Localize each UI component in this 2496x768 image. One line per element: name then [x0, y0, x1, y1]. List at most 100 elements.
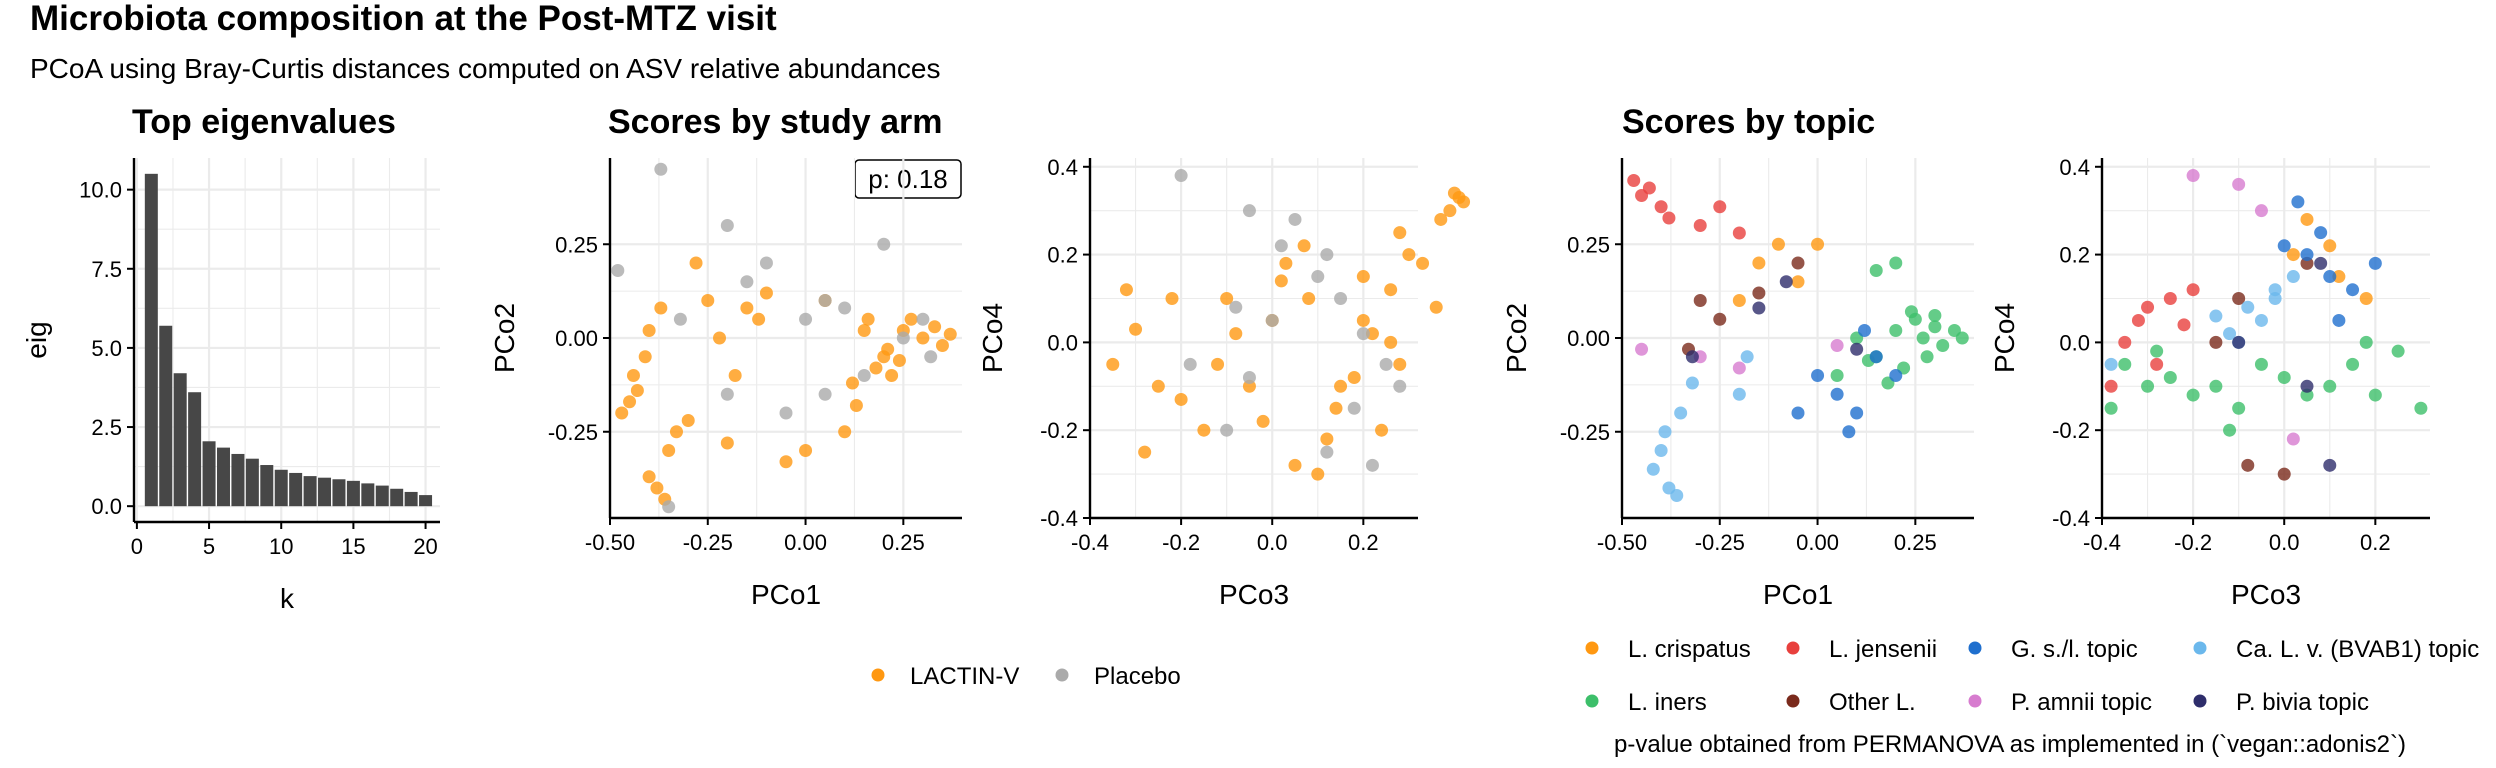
topic-point	[1685, 376, 1699, 390]
topic-point	[2186, 283, 2200, 297]
topic-point	[1752, 256, 1766, 270]
topic-point	[1889, 369, 1903, 382]
topic-point	[2254, 357, 2268, 371]
arm-point	[638, 350, 652, 364]
topic-point	[1791, 256, 1805, 270]
arm-point	[1347, 371, 1361, 385]
topic-legend-key	[2193, 694, 2207, 708]
topic-point	[1662, 211, 1676, 225]
topic-point	[2150, 344, 2164, 358]
arm-point	[1320, 445, 1334, 459]
topic-point	[2268, 283, 2282, 297]
topic-p2-y-tick-label: 0.0	[2059, 330, 2090, 355]
arm-point	[1416, 256, 1430, 270]
topic-point	[1740, 350, 1754, 364]
arm-point	[662, 444, 676, 457]
topic-point	[2254, 204, 2268, 218]
topic-point	[2346, 357, 2360, 371]
arm-point	[1384, 283, 1398, 297]
arm-p1-x-tick-label: -0.50	[585, 530, 635, 555]
arm-point	[713, 331, 727, 345]
arm-point	[818, 294, 832, 307]
arm-panel-title: Scores by study arm	[608, 103, 942, 141]
arm-point	[752, 312, 766, 326]
topic-p2-x-axis-label: PCo3	[2231, 579, 2301, 610]
topic-point	[1869, 350, 1883, 364]
topic-point	[1889, 256, 1903, 270]
topic-point	[2314, 256, 2328, 270]
eig-bar	[260, 465, 274, 507]
arm-point	[701, 294, 715, 307]
topic-point	[2291, 195, 2305, 209]
topic-p1-y-tick-label: -0.25	[1560, 420, 1610, 445]
arm-point	[1151, 379, 1165, 393]
topic-p2-x-tick-label: -0.2	[2174, 530, 2212, 555]
topic-point	[2223, 327, 2237, 341]
eig-bar	[173, 373, 187, 507]
arm-p2-x-axis-label: PCo3	[1219, 579, 1289, 610]
topic-point	[2104, 357, 2118, 371]
eig-y-tick-label: 2.5	[91, 415, 122, 440]
arm-point	[1274, 274, 1288, 288]
figure-title: Microbiota composition at the Post-MTZ v…	[30, 0, 777, 38]
arm-point	[1174, 169, 1188, 183]
topic-point	[1850, 406, 1864, 420]
topic-point	[1732, 226, 1746, 240]
topic-p2-y-axis-label: PCo4	[1989, 303, 2020, 373]
topic-point	[2277, 239, 2291, 253]
arm-point	[1106, 357, 1120, 371]
arm-point	[1138, 445, 1152, 459]
arm-point	[779, 406, 793, 420]
arm-point	[1297, 239, 1311, 253]
arm-point	[916, 331, 930, 345]
arm-point	[1211, 357, 1225, 371]
topic-point	[2118, 335, 2132, 349]
topic-point	[2209, 379, 2223, 393]
arm-point	[1356, 313, 1370, 327]
topic-p1-x-tick-label: 0.25	[1894, 530, 1937, 555]
topic-point	[1830, 369, 1844, 382]
topic-point	[1635, 342, 1649, 356]
arm-p2-x-tick-label: 0.2	[1348, 530, 1379, 555]
arm-p1-y-axis-label: PCo2	[489, 303, 520, 373]
topic-point	[2186, 388, 2200, 402]
eig-bar	[419, 495, 433, 507]
arm-point	[845, 376, 859, 390]
arm-legend-label: LACTIN-V	[910, 663, 1019, 690]
arm-point	[662, 500, 676, 514]
arm-p1-x-tick-label: -0.25	[683, 530, 733, 555]
arm-point	[779, 455, 793, 469]
arm-point	[1334, 291, 1348, 305]
arm-p2-y-tick-label: -0.2	[1040, 418, 1078, 443]
arm-point	[1365, 327, 1379, 341]
topic-point	[2209, 309, 2223, 323]
topic-point	[2141, 379, 2155, 393]
topic-point	[1904, 305, 1918, 319]
arm-point	[1429, 300, 1443, 314]
topic-legend-key	[1968, 694, 1982, 708]
topic-legend-key	[1585, 694, 1599, 708]
arm-point	[924, 350, 938, 364]
arm-point	[1220, 423, 1234, 437]
topic-point	[2323, 239, 2337, 253]
arm-point	[630, 384, 644, 397]
arm-point	[1393, 379, 1407, 393]
figure-subtitle: PCoA using Bray-Curtis distances compute…	[30, 53, 941, 84]
topic-point	[2391, 344, 2405, 358]
topic-p2-x-tick-label: -0.4	[2083, 530, 2121, 555]
arm-point	[1288, 212, 1302, 226]
arm-p1-x-tick-label: 0.25	[882, 530, 925, 555]
topic-point	[1842, 425, 1856, 439]
footnote: p-value obtained from PERMANOVA as imple…	[1614, 731, 2406, 758]
topic-point	[2104, 379, 2118, 393]
topic-point	[1627, 174, 1641, 187]
topic-point	[1713, 312, 1727, 326]
topic-point	[2359, 291, 2373, 305]
topic-point	[2254, 313, 2268, 327]
topic-p2-y-tick-label: 0.4	[2059, 155, 2090, 180]
arm-point	[1443, 204, 1457, 218]
arm-point	[904, 312, 918, 326]
topic-point	[1752, 301, 1766, 315]
topic-point	[1732, 294, 1746, 307]
arm-scatter-panels: Scores by study arm p: 0.18 -0.50 -0.25 0.…	[489, 103, 1471, 610]
